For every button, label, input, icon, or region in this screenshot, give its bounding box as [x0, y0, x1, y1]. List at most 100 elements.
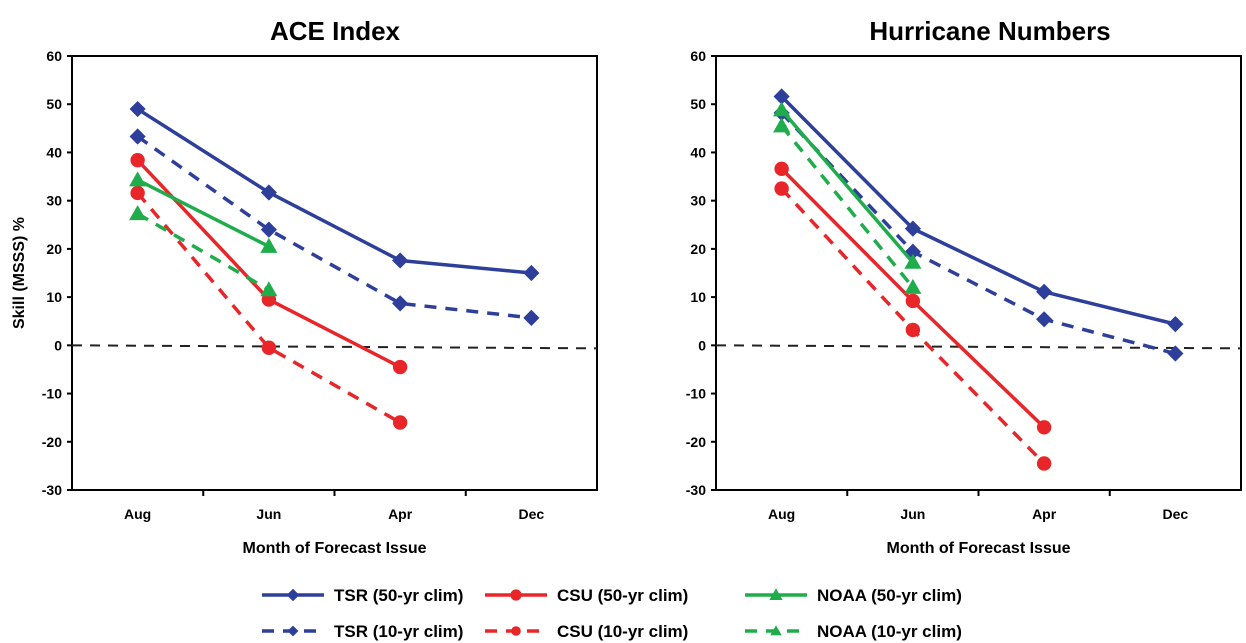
legend: TSR (50-yr clim) CSU (50-yr clim) NOAA (50…	[262, 586, 962, 641]
hurricane-numbers-csu-50-yr-clim-point	[1036, 420, 1052, 435]
ace-index-csu-10-yr-clim-line	[136, 191, 401, 425]
ace-index-title: ACE Index	[270, 16, 401, 46]
hurricane-numbers-tsr-50-yr-clim-point	[1036, 283, 1053, 300]
legend-item-tsr-50-yr-clim: TSR (50-yr clim)	[262, 586, 463, 605]
legend-swatch-marker	[769, 588, 783, 600]
ace-index-noaa-10-yr-clim-series	[129, 205, 278, 297]
ace-index-x-tick-label: Dec	[519, 506, 545, 522]
ace-index-noaa-10-yr-clim-point	[260, 281, 278, 297]
legend-item-tsr-10-yr-clim: TSR (10-yr clim)	[262, 622, 463, 641]
ace-index-noaa-10-yr-clim-point	[129, 205, 147, 221]
hurricane-numbers-x-tick-label: Jun	[900, 506, 925, 522]
ace-index-noaa-10-yr-clim-line	[136, 212, 270, 292]
legend-label: CSU (50-yr clim)	[557, 586, 688, 605]
ace-index-y-tick-label: 50	[46, 96, 62, 112]
ace-index-csu-50-yr-clim-point	[130, 152, 145, 168]
hurricane-numbers-noaa-10-yr-clim-series	[773, 117, 922, 294]
hurricane-numbers-tsr-50-yr-clim-point	[773, 88, 790, 105]
hurricane-numbers-tsr-10-yr-clim-point	[1036, 311, 1053, 328]
ace-index-tsr-10-yr-clim-line	[136, 135, 532, 320]
ace-index-x-tick-label: Aug	[124, 506, 151, 522]
ace-index-csu-10-yr-clim-series	[130, 185, 408, 430]
hurricane-numbers-noaa-50-yr-clim-series	[773, 101, 922, 269]
ace-index-y-axis-label: Skill (MSSS) %	[11, 217, 28, 329]
hurricane-numbers-y-tick-label: -30	[686, 482, 706, 498]
hurricane-numbers-csu-50-yr-clim-series	[774, 161, 1052, 435]
legend-label: NOAA (10-yr clim)	[817, 622, 962, 641]
hurricane-numbers-y-tick-label: 20	[690, 241, 706, 257]
hurricane-numbers-tsr-50-yr-clim-line	[780, 95, 1176, 326]
legend-item-csu-50-yr-clim: CSU (50-yr clim)	[485, 586, 688, 605]
hurricane-numbers-x-tick-label: Dec	[1163, 506, 1189, 522]
legend-item-csu-10-yr-clim: CSU (10-yr clim)	[485, 622, 688, 641]
hurricane-numbers-y-tick-label: 10	[690, 289, 706, 305]
hurricane-numbers-csu-50-yr-clim-point	[905, 293, 921, 309]
legend-item-noaa-50-yr-clim: NOAA (50-yr clim)	[745, 586, 962, 605]
legend-item-noaa-10-yr-clim: NOAA (10-yr clim)	[745, 622, 962, 641]
ace-index-x-tick-label: Jun	[256, 506, 281, 522]
hurricane-numbers-plot-frame	[715, 55, 1242, 491]
hurricane-numbers-y-tick-label: 50	[690, 96, 706, 112]
hurricane-numbers-noaa-10-yr-clim-point	[773, 117, 791, 133]
legend-label: CSU (10-yr clim)	[557, 622, 688, 641]
ace-index-y-tick-label: 20	[46, 241, 62, 257]
hurricane-numbers-noaa-50-yr-clim-point	[773, 101, 791, 117]
ace-index-tsr-50-yr-clim-series	[129, 100, 540, 282]
legend-label: TSR (10-yr clim)	[334, 622, 463, 641]
ace-index-tsr-10-yr-clim-point	[523, 309, 540, 326]
hurricane-numbers-csu-10-yr-clim-point	[905, 322, 921, 338]
ace-index-tsr-10-yr-clim-point	[260, 221, 277, 238]
ace-index-tsr-50-yr-clim-point	[260, 184, 277, 201]
hurricane-numbers-y-tick-label: 30	[690, 193, 706, 209]
ace-index-tsr-10-yr-clim-point	[392, 295, 409, 312]
ace-index-tsr-50-yr-clim-line	[136, 107, 532, 275]
legend-label: NOAA (50-yr clim)	[817, 586, 962, 605]
hurricane-numbers-title: Hurricane Numbers	[869, 16, 1110, 46]
ace-index-noaa-50-yr-clim-line	[136, 178, 270, 249]
hurricane-numbers-y-tick-label: 60	[690, 48, 706, 64]
ace-index-csu-10-yr-clim-point	[261, 340, 277, 355]
ace-index-csu-50-yr-clim-point	[392, 359, 408, 375]
hurricane-numbers-csu-10-yr-clim-point	[1036, 456, 1052, 471]
hurricane-numbers-csu-10-yr-clim-series	[774, 181, 1052, 471]
ace-index-csu-10-yr-clim-point	[392, 415, 408, 430]
hurricane-numbers-csu-50-yr-clim-point	[774, 161, 789, 177]
legend-label: TSR (50-yr clim)	[334, 586, 463, 605]
hurricane-numbers-noaa-50-yr-clim-line	[780, 108, 915, 264]
ace-index-tsr-50-yr-clim-point	[129, 100, 146, 118]
ace-index-x-tick-label: Apr	[388, 506, 413, 522]
ace-index-y-tick-label: 60	[46, 48, 62, 64]
ace-index-y-tick-label: 0	[54, 337, 62, 353]
hurricane-numbers-csu-10-yr-clim-point	[774, 181, 789, 196]
hurricane-numbers-y-tick-label: 40	[690, 144, 706, 160]
hurricane-numbers-zero-reference-line	[715, 344, 1242, 350]
hurricane-numbers-noaa-10-yr-clim-line	[780, 124, 915, 289]
legend-swatch-marker	[770, 625, 782, 636]
hurricane-numbers-tsr-50-yr-clim-series	[773, 88, 1184, 333]
ace-index-y-tick-label: 30	[46, 193, 62, 209]
ace-index-y-tick-label: 40	[46, 144, 62, 160]
ace-index-noaa-50-yr-clim-series	[129, 171, 278, 253]
hurricane-numbers-chart: Hurricane Numbers 60 50 40 30 20 10 0 -10 -20 -30 A…	[686, 16, 1242, 557]
ace-index-y-tick-label: -30	[42, 482, 62, 498]
hurricane-numbers-x-tick-label: Apr	[1032, 506, 1057, 522]
legend-swatch-marker	[511, 626, 521, 636]
ace-index-noaa-50-yr-clim-point	[260, 237, 278, 253]
ace-index-tsr-50-yr-clim-point	[392, 252, 409, 269]
hurricane-numbers-y-tick-label: -10	[686, 386, 706, 402]
hurricane-numbers-tsr-10-yr-clim-line	[780, 111, 1176, 356]
hurricane-numbers-x-axis-label: Month of Forecast Issue	[886, 540, 1070, 557]
hurricane-numbers-noaa-10-yr-clim-point	[904, 278, 922, 294]
hurricane-numbers-tsr-10-yr-clim-series	[773, 104, 1184, 362]
ace-index-x-axis-label: Month of Forecast Issue	[242, 540, 426, 557]
ace-index-tsr-10-yr-clim-series	[129, 128, 540, 326]
hurricane-numbers-tsr-50-yr-clim-point	[904, 220, 921, 237]
ace-index-y-tick-label: -20	[42, 434, 62, 450]
hurricane-numbers-x-tick-label: Aug	[768, 506, 795, 522]
legend-swatch-marker	[510, 589, 522, 601]
ace-index-tsr-50-yr-clim-point	[523, 264, 540, 282]
legend-swatch-marker	[287, 625, 299, 637]
ace-index-chart: ACE Index 60 50 40 30 20 10 0 -10 -20 -30 Aug Jun Apr…	[11, 16, 598, 557]
hurricane-numbers-tsr-50-yr-clim-point	[1167, 316, 1184, 333]
